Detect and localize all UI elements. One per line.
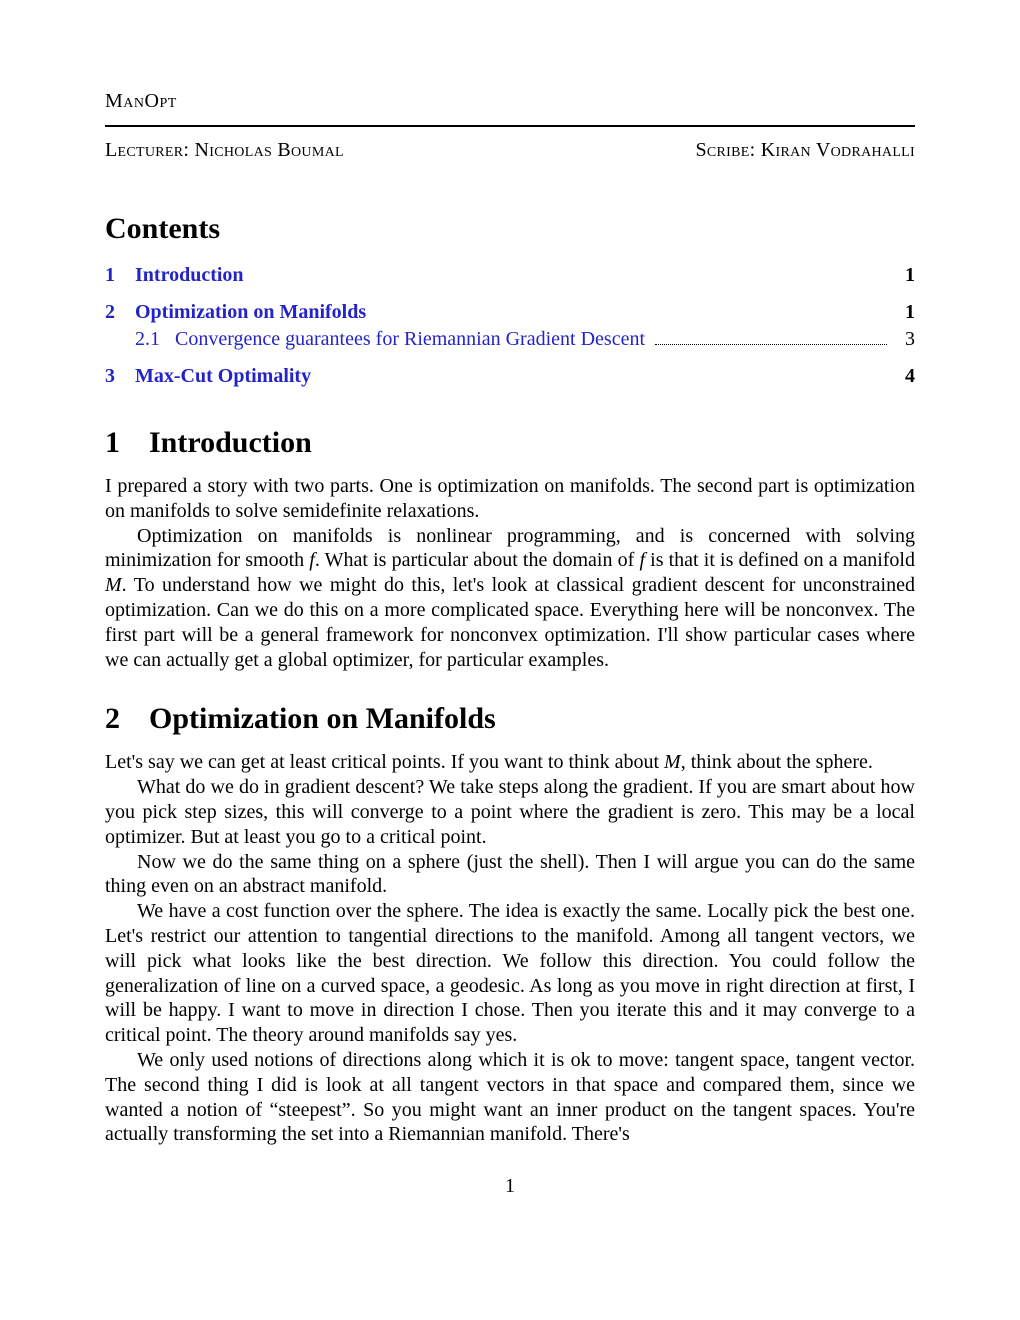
toc-page: 3 <box>893 328 915 351</box>
math-M: M <box>105 574 122 596</box>
section-2-num: 2 <box>105 702 149 736</box>
page-number: 1 <box>105 1175 915 1198</box>
text: . To understand how we might do this, le… <box>105 574 915 670</box>
section-1-body: I prepared a story with two parts. One i… <box>105 474 915 672</box>
toc-item-manifolds[interactable]: 2 Optimization on Manifolds 1 <box>105 301 915 324</box>
header-row: Lecturer: Nicholas Boumal Scribe: Kiran … <box>105 139 915 162</box>
toc: 1 Introduction 1 2 Optimization on Manif… <box>105 264 915 388</box>
text: is that it is defined on a manifold <box>645 549 915 571</box>
toc-title: Introduction <box>135 264 244 287</box>
section-1-title: Introduction <box>149 426 312 459</box>
s2-p2: What do we do in gradient descent? We ta… <box>105 775 915 849</box>
section-1-num: 1 <box>105 426 149 460</box>
s1-p2: Optimization on manifolds is nonlinear p… <box>105 524 915 673</box>
toc-num: 3 <box>105 365 135 388</box>
lecturer-label: Lecturer: Nicholas Boumal <box>105 139 344 162</box>
toc-dots <box>655 330 887 345</box>
contents-heading: Contents <box>105 212 915 246</box>
toc-sub-num: 2.1 <box>135 328 175 351</box>
section-2-body: Let's say we can get at least critical p… <box>105 750 915 1147</box>
section-2-heading: 2Optimization on Manifolds <box>105 702 915 736</box>
toc-title: Optimization on Manifolds <box>135 301 366 324</box>
math-M: M <box>664 751 681 773</box>
text: Let's say we can get at least critical p… <box>105 751 664 773</box>
s1-p1: I prepared a story with two parts. One i… <box>105 474 915 524</box>
toc-item-maxcut[interactable]: 3 Max-Cut Optimality 4 <box>105 365 915 388</box>
header-rule <box>105 125 915 127</box>
scribe-label: Scribe: Kiran Vodrahalli <box>695 139 915 162</box>
toc-page: 1 <box>893 264 915 287</box>
toc-sub-title: Convergence guarantees for Riemannian Gr… <box>175 328 645 351</box>
toc-page: 1 <box>893 301 915 324</box>
s2-p1: Let's say we can get at least critical p… <box>105 750 915 775</box>
s2-p4: We have a cost function over the sphere.… <box>105 899 915 1048</box>
text: , think about the sphere. <box>681 751 873 773</box>
page: ManOpt Lecturer: Nicholas Boumal Scribe:… <box>0 0 1020 1258</box>
text: . What is particular about the domain of <box>315 549 640 571</box>
toc-item-intro[interactable]: 1 Introduction 1 <box>105 264 915 287</box>
s2-p3: Now we do the same thing on a sphere (ju… <box>105 850 915 900</box>
s2-p5: We only used notions of directions along… <box>105 1048 915 1147</box>
short-title: ManOpt <box>105 90 915 113</box>
section-1-heading: 1Introduction <box>105 426 915 460</box>
toc-page: 4 <box>893 365 915 388</box>
toc-num: 2 <box>105 301 135 324</box>
toc-title: Max-Cut Optimality <box>135 365 311 388</box>
toc-num: 1 <box>105 264 135 287</box>
section-2-title: Optimization on Manifolds <box>149 702 496 735</box>
toc-subitem-convergence[interactable]: 2.1 Convergence guarantees for Riemannia… <box>135 328 915 351</box>
